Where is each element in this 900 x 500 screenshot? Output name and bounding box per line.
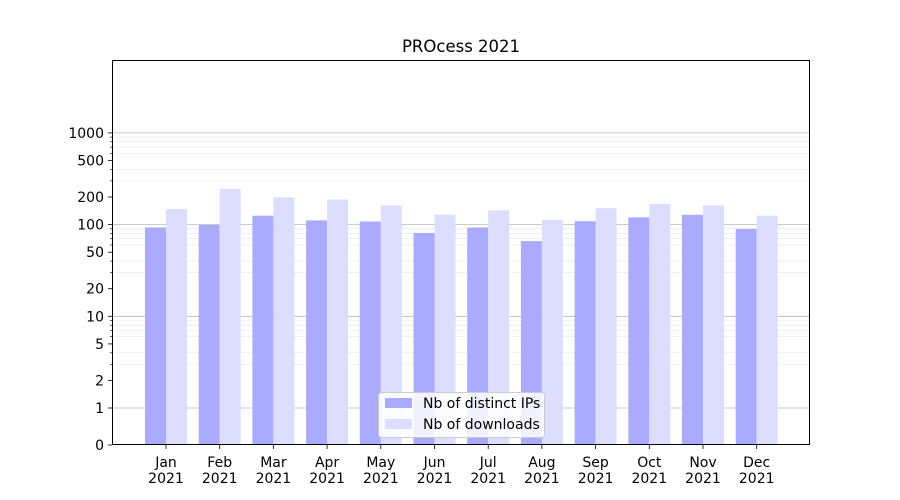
bar-nb-of-downloads-4: [380, 205, 402, 445]
x-tick-label: Jun 2021: [417, 455, 453, 487]
y-tick-label: 10: [86, 309, 104, 325]
legend: Nb of distinct IPs Nb of downloads: [378, 392, 545, 438]
x-tick-label: Apr 2021: [309, 455, 345, 487]
x-axis: Jan 2021 Feb 2021 Mar 2021 Apr 2021 May 2021 Jun 20…: [148, 445, 775, 487]
x-tick-label: May 2021: [363, 455, 399, 487]
y-tick-label: 20: [86, 282, 104, 298]
legend-swatch-0: [385, 398, 412, 408]
x-tick-label: Oct 2021: [631, 455, 667, 487]
bar-nb-of-distinct-ips-9: [628, 217, 650, 445]
x-tick-label: Sep 2021: [578, 455, 614, 487]
bar-nb-of-distinct-ips-1: [198, 225, 220, 445]
y-tick-label: 50: [86, 245, 104, 261]
y-tick-label: 500: [77, 154, 104, 170]
y-tick-label: 200: [77, 190, 104, 206]
bar-nb-of-downloads-5: [434, 214, 456, 445]
bar-nb-of-distinct-ips-4: [359, 221, 381, 445]
legend-label-1: Nb of downloads: [423, 417, 540, 433]
plot-frame: [112, 60, 810, 445]
y-tick-label: 0: [95, 438, 104, 454]
bar-nb-of-downloads-7: [541, 220, 563, 445]
bar-nb-of-distinct-ips-11: [735, 228, 757, 445]
legend-box: [378, 392, 545, 438]
x-tick-label: Jul 2021: [470, 455, 506, 487]
y-tick-label: 1: [95, 401, 104, 417]
x-tick-label: Feb 2021: [202, 455, 238, 487]
legend-label-0: Nb of distinct IPs: [423, 396, 540, 412]
y-tick-label: 100: [77, 218, 104, 234]
bar-nb-of-downloads-8: [595, 208, 617, 445]
bar-nb-of-downloads-1: [219, 188, 241, 445]
bars: [145, 188, 778, 445]
bar-nb-of-distinct-ips-10: [682, 214, 703, 445]
y-tick-label: 5: [95, 337, 104, 353]
x-tick-label: Mar 2021: [256, 455, 292, 487]
bar-nb-of-downloads-3: [327, 199, 349, 445]
bar-nb-of-distinct-ips-2: [252, 215, 274, 445]
bar-nb-of-downloads-11: [756, 215, 778, 445]
bar-nb-of-distinct-ips-8: [574, 221, 596, 445]
x-tick-label: Nov 2021: [685, 455, 721, 487]
bar-nb-of-distinct-ips-3: [306, 220, 328, 445]
bar-nb-of-downloads-0: [166, 209, 187, 445]
x-tick-label: Aug 2021: [524, 455, 560, 487]
bar-nb-of-downloads-2: [273, 197, 295, 445]
x-tick-label: Jan 2021: [148, 455, 184, 487]
bar-nb-of-downloads-6: [488, 210, 510, 445]
legend-swatch-1: [385, 419, 412, 429]
y-tick-label: 1000: [68, 126, 104, 142]
bar-nb-of-downloads-10: [703, 205, 724, 445]
y-tick-label: 2: [95, 373, 104, 389]
x-tick-label: Dec 2021: [739, 455, 775, 487]
chart-title: PROcess 2021: [402, 37, 520, 56]
y-axis: 0 1 2 5 10 20 50 100 200 500 1000: [68, 126, 112, 454]
bar-nb-of-distinct-ips-6: [467, 227, 489, 445]
bar-nb-of-downloads-9: [649, 203, 671, 445]
bar-nb-of-distinct-ips-0: [145, 227, 166, 445]
